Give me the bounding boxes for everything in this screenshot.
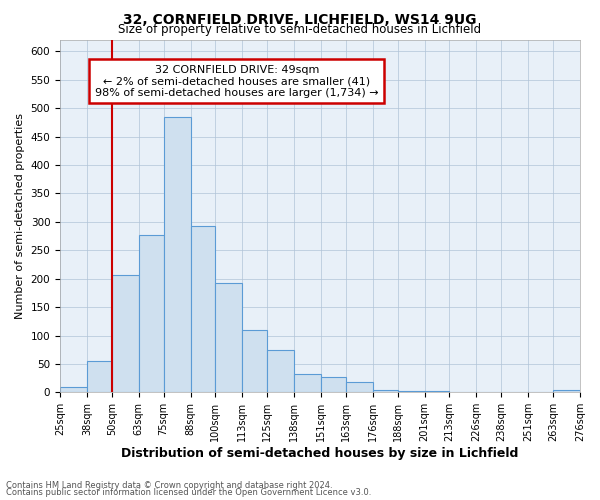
Bar <box>87 361 112 392</box>
Bar <box>112 274 139 392</box>
Bar <box>553 390 580 392</box>
Text: 32, CORNFIELD DRIVE, LICHFIELD, WS14 9UG: 32, CORNFIELD DRIVE, LICHFIELD, WS14 9UG <box>123 12 477 26</box>
Bar <box>60 386 87 392</box>
Text: Size of property relative to semi-detached houses in Lichfield: Size of property relative to semi-detach… <box>118 22 482 36</box>
Y-axis label: Number of semi-detached properties: Number of semi-detached properties <box>15 113 25 319</box>
Bar <box>267 350 294 393</box>
X-axis label: Distribution of semi-detached houses by size in Lichfield: Distribution of semi-detached houses by … <box>121 447 519 460</box>
Bar <box>215 283 242 393</box>
Bar <box>373 390 398 392</box>
Bar <box>398 390 425 392</box>
Bar <box>321 377 346 392</box>
Bar <box>346 382 373 392</box>
Bar <box>191 226 215 392</box>
Bar <box>164 116 191 392</box>
Text: Contains HM Land Registry data © Crown copyright and database right 2024.: Contains HM Land Registry data © Crown c… <box>6 480 332 490</box>
Bar <box>242 330 267 392</box>
Text: 32 CORNFIELD DRIVE: 49sqm
← 2% of semi-detached houses are smaller (41)
98% of s: 32 CORNFIELD DRIVE: 49sqm ← 2% of semi-d… <box>95 64 379 98</box>
Bar <box>139 236 164 392</box>
Text: Contains public sector information licensed under the Open Government Licence v3: Contains public sector information licen… <box>6 488 371 497</box>
Bar <box>294 374 321 392</box>
Bar <box>425 391 449 392</box>
